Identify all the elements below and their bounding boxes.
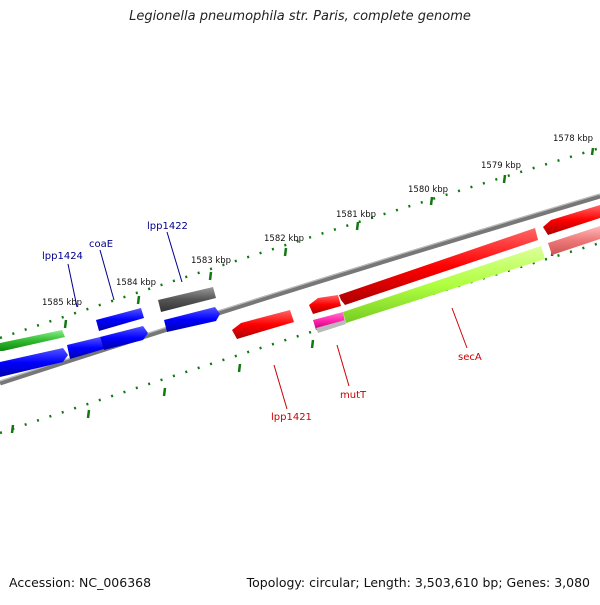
major-tick — [310, 339, 315, 349]
pointer-secA — [451, 307, 468, 349]
ruler-label: 1585 kbp — [42, 298, 82, 308]
ruler-major-ticks — [10, 147, 595, 434]
gene-coaE-forward[interactable] — [96, 308, 144, 331]
gene-label-secA: secA — [458, 352, 482, 363]
genome-backbone — [0, 193, 600, 386]
pointer-lpp1422 — [166, 231, 183, 283]
pointer-coaE — [99, 249, 115, 301]
major-tick — [429, 196, 434, 206]
accession-text: Accession: NC_006368 — [9, 575, 152, 590]
gene-secA-highlight[interactable] — [343, 246, 545, 323]
genome-title: Legionella pneumophila str. Paris, compl… — [129, 9, 471, 24]
gene-lpp1424[interactable] — [67, 337, 104, 359]
major-tick — [208, 271, 213, 281]
gene-mutT-highlight[interactable] — [313, 312, 345, 330]
ruler-label: 1580 kbp — [408, 185, 448, 195]
major-tick — [590, 147, 595, 156]
ruler-label: 1579 kbp — [481, 161, 521, 171]
major-tick — [162, 387, 167, 397]
pointer-lpp1424 — [67, 263, 78, 308]
gene-lpp1421[interactable] — [232, 310, 294, 339]
ruler-label: 1581 kbp — [336, 210, 376, 220]
gray-stripe — [316, 320, 346, 333]
gene-label-coaE: coaE — [89, 239, 113, 250]
green-gene[interactable] — [0, 330, 65, 351]
major-tick — [355, 221, 360, 231]
gene-label-mutT: mutT — [340, 390, 367, 401]
major-tick — [283, 247, 288, 257]
gene-coaE-reverse[interactable] — [100, 326, 148, 350]
major-tick — [237, 363, 242, 373]
major-tick — [502, 174, 507, 184]
gene-mutT[interactable] — [309, 295, 341, 314]
inner-ruler-track — [0, 241, 600, 435]
major-tick — [10, 424, 15, 434]
gene-label-lpp1421: lpp1421 — [271, 412, 312, 423]
pointer-mutT — [336, 344, 350, 387]
major-tick — [63, 319, 68, 329]
gene-lpp1422-gray[interactable] — [158, 287, 216, 312]
pink-gene-right[interactable] — [548, 226, 600, 255]
forward-strand-features — [0, 205, 600, 351]
pointer-lpp1421 — [273, 364, 288, 410]
reverse-strand-features — [0, 226, 600, 377]
gene-secA[interactable] — [339, 228, 538, 305]
major-tick — [86, 409, 91, 419]
blue-gene-lower-left[interactable] — [0, 348, 68, 377]
red-gene-right[interactable] — [543, 205, 600, 235]
ruler-label: 1578 kbp — [553, 134, 593, 144]
gene-label-lpp1422: lpp1422 — [147, 221, 188, 232]
genome-summary-text: Topology: circular; Length: 3,503,610 bp… — [246, 575, 590, 590]
ruler-label: 1584 kbp — [116, 278, 156, 288]
gene-lpp1422[interactable] — [164, 307, 220, 332]
gene-label-lpp1424: lpp1424 — [42, 251, 83, 262]
ruler-label: 1583 kbp — [191, 256, 231, 266]
major-tick — [136, 295, 141, 305]
ruler-label: 1582 kbp — [264, 234, 304, 244]
